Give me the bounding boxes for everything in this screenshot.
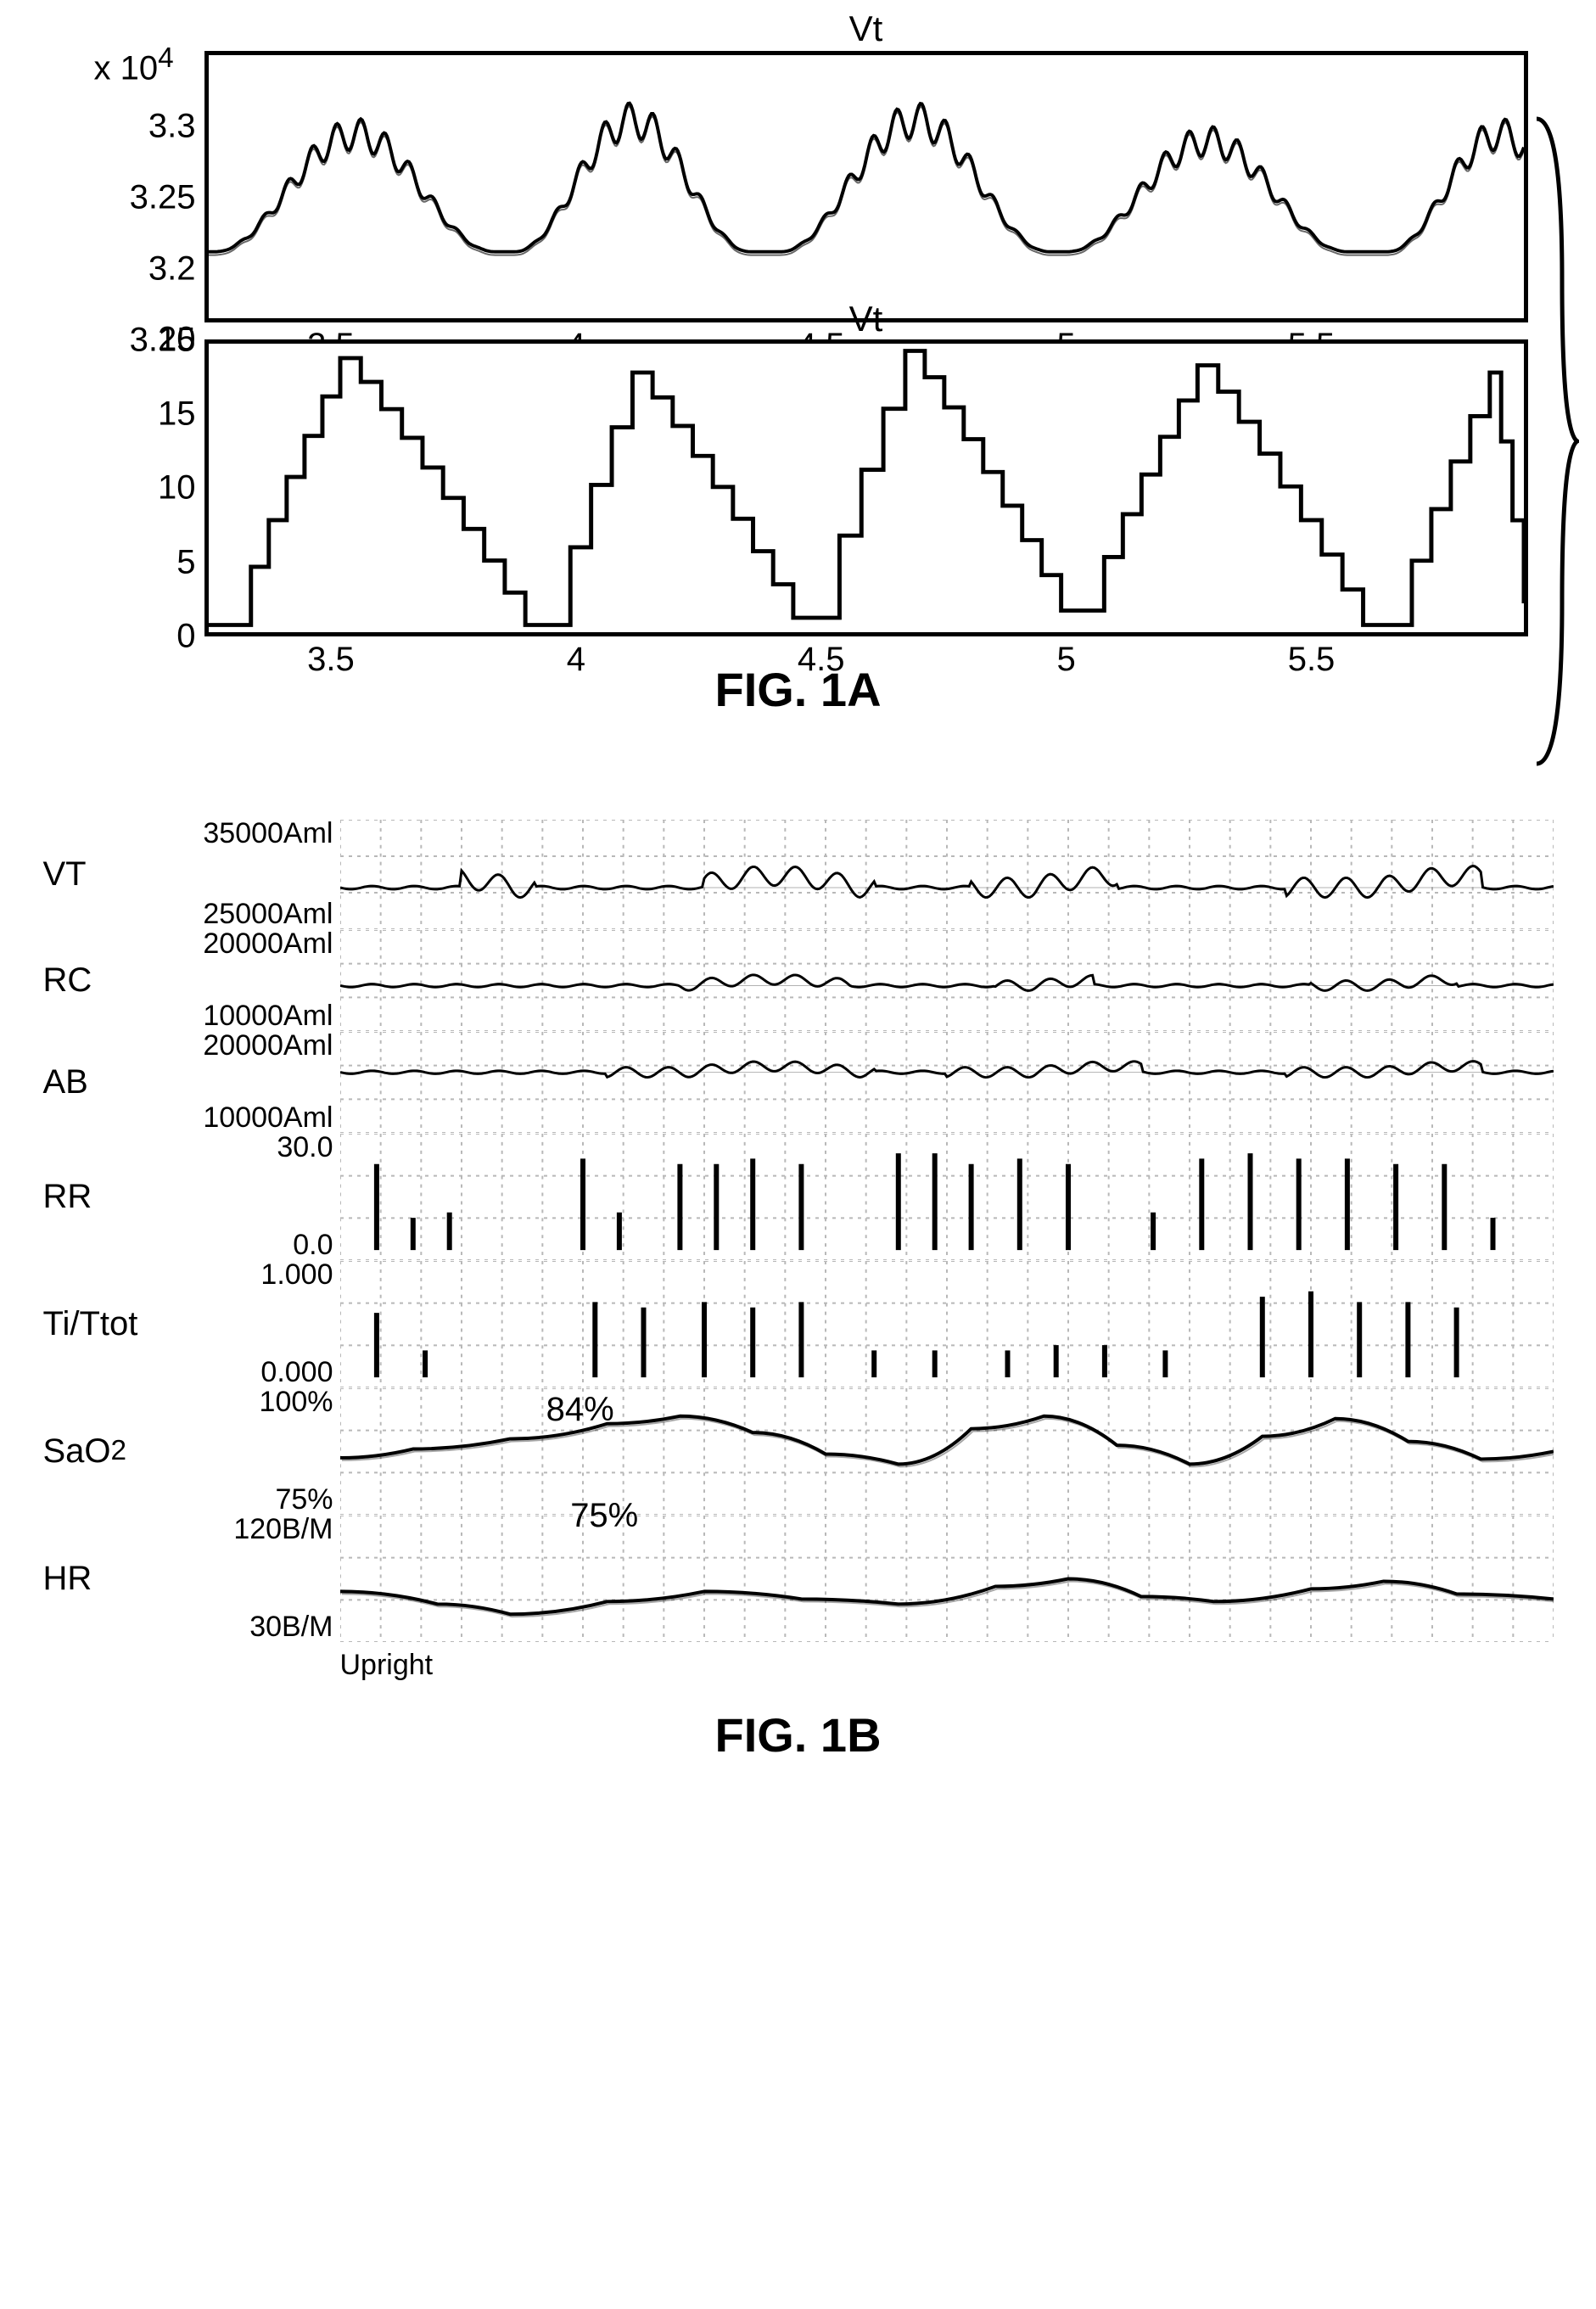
fig1a-top-ytick: 3.2 (69, 250, 196, 289)
fig1a-top-ytick: 3.3 (69, 107, 196, 145)
fig1a-bot-ytick: 5 (69, 543, 196, 581)
fig1a-bot-ytick: 0 (69, 618, 196, 656)
strip-label-rc: RC (43, 929, 171, 1031)
strip-hr: HR120B/M30B/M75% (43, 1515, 1554, 1642)
strip-label-titot: Ti/Ttot (43, 1260, 171, 1387)
strip-plot-vt (340, 819, 1554, 929)
fig1a-bot-plot: 3.544.555.5 (204, 339, 1528, 636)
strip-axis-vt: 35000Aml25000Aml (171, 819, 340, 929)
strip-label-sao2: SaO2 (43, 1387, 171, 1515)
strip-label-hr: HR (43, 1515, 171, 1642)
fig1a-bot-ytick: 15 (69, 395, 196, 433)
strip-plot-sao2: 84% (340, 1387, 1554, 1515)
strip-ab: AB20000Aml10000Aml (43, 1031, 1554, 1133)
strip-overlay-hr: 75% (570, 1497, 638, 1535)
strip-axis-ab: 20000Aml10000Aml (171, 1031, 340, 1133)
strip-axis-rc: 20000Aml10000Aml (171, 929, 340, 1031)
fig1a-bot-xtick: 4 (567, 641, 585, 679)
strip-plot-rr (340, 1133, 1554, 1260)
strip-vt: VT35000Aml25000Aml (43, 819, 1554, 929)
strip-axis-sao2: 100%75% (171, 1387, 340, 1515)
strip-plot-hr: 75% (340, 1515, 1554, 1642)
strip-label-ab: AB (43, 1031, 171, 1133)
fig1a-top-plot: 3.544.555.5 (204, 51, 1528, 322)
strip-axis-titot: 1.0000.000 (171, 1260, 340, 1387)
fig1a-bot-xtick: 3.5 (307, 641, 355, 679)
fig1a-bot-ytick: 10 (69, 469, 196, 507)
fig1a-top-title: Vt (849, 8, 883, 49)
strip-label-vt: VT (43, 819, 171, 929)
fig1b-label: FIG. 1B (34, 1707, 1562, 1763)
fig1a-top-exponent: x 104 (94, 42, 174, 87)
fig1b-bottom-text: Upright (340, 1649, 1554, 1682)
fig1a-bot-title: Vt (849, 299, 883, 339)
fig1a-bot-xtick: 5 (1056, 641, 1075, 679)
figure-1a: x 104 3.153.23.253.3 Vt 3.544.555.5 0510… (34, 51, 1562, 717)
strip-titot: Ti/Ttot1.0000.000 (43, 1260, 1554, 1387)
strip-sao2: SaO2100%75% 84% (43, 1387, 1554, 1515)
strip-plot-ab (340, 1031, 1554, 1133)
strip-overlay-sao2: 84% (546, 1391, 614, 1429)
strip-plot-rc (340, 929, 1554, 1031)
figure-1b: VT35000Aml25000AmlRC20000Aml10000AmlAB20… (34, 819, 1562, 1763)
fig1a-bot-ytick: 20 (69, 321, 196, 359)
fig1a-brace (1528, 110, 1579, 772)
strip-axis-hr: 120B/M30B/M (171, 1515, 340, 1642)
strip-axis-rr: 30.00.0 (171, 1133, 340, 1260)
strip-rr: RR30.00.0 (43, 1133, 1554, 1260)
strip-label-rr: RR (43, 1133, 171, 1260)
fig1a-bot-xtick: 5.5 (1288, 641, 1336, 679)
strip-plot-titot (340, 1260, 1554, 1387)
fig1a-top-ytick: 3.25 (69, 178, 196, 216)
fig1a-bot-xtick: 4.5 (798, 641, 845, 679)
strip-rc: RC20000Aml10000Aml (43, 929, 1554, 1031)
